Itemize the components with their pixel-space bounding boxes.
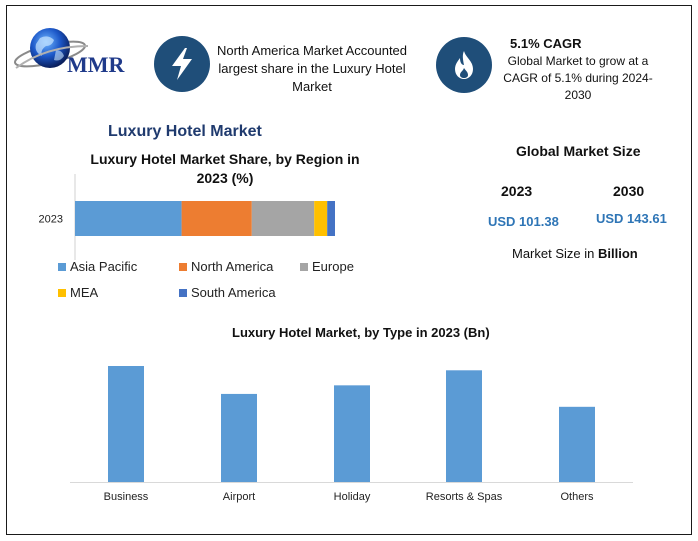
- type-bar-chart: Business Airport Holiday Resorts & Spas Othe…: [70, 366, 633, 503]
- legend-swatch-north-america: [179, 263, 187, 271]
- type-bar-business: [108, 366, 144, 482]
- type-bar-resorts-spas: [446, 370, 482, 482]
- market-value-2030: USD 143.61: [596, 211, 667, 226]
- cagr-text: Global Market to grow at a CAGR of 5.1% …: [503, 54, 653, 102]
- unit-prefix: Market Size in: [512, 246, 595, 261]
- market-year-2023: 2023: [501, 183, 533, 199]
- infographic-frame: [6, 5, 692, 535]
- legend-swatch-south-america: [179, 289, 187, 297]
- region-bar-europe: [251, 201, 315, 236]
- legend-swatch-mea: [58, 289, 66, 297]
- legend-swatch-asia-pacific: [58, 263, 66, 271]
- legend-swatch-europe: [300, 263, 308, 271]
- legend-label-asia-pacific: Asia Pacific: [70, 259, 138, 274]
- type-bar-holiday: [334, 385, 370, 482]
- market-size-unit: Market Size in Billion: [512, 246, 638, 261]
- market-year-2030: 2030: [613, 183, 645, 199]
- type-bar-others: [559, 406, 595, 482]
- type-tick-airport: Airport: [223, 491, 255, 503]
- flame-icon: [436, 37, 492, 93]
- logo-text: MMR: [67, 52, 125, 77]
- legend-label-south-america: South America: [191, 285, 276, 300]
- legend-label-europe: Europe: [312, 259, 354, 274]
- region-category-label: 2023: [39, 214, 63, 226]
- legend-label-mea: MEA: [70, 285, 99, 300]
- region-bar-asia-pacific: [75, 201, 182, 236]
- main-title: Luxury Hotel Market: [108, 123, 262, 140]
- mmr-logo: [14, 28, 89, 69]
- type-bar-airport: [221, 393, 257, 482]
- type-tick-others: Others: [560, 491, 594, 503]
- unit-bold: Billion: [598, 246, 638, 261]
- market-size-title: Global Market Size: [516, 143, 641, 159]
- region-bar-north-america: [181, 201, 252, 236]
- type-tick-holiday: Holiday: [334, 491, 371, 503]
- region-share-chart: 2023 Asia Pacific North America Europe MEA So…: [39, 174, 354, 300]
- type-chart-title: Luxury Hotel Market, by Type in 2023 (Bn…: [232, 325, 490, 340]
- lightning-icon: [154, 36, 210, 92]
- region-bar-south-america: [327, 201, 335, 236]
- legend-label-north-america: North America: [191, 259, 274, 274]
- region-chart-title: Luxury Hotel Market Share, by Region in …: [90, 151, 360, 186]
- type-tick-resorts-spas: Resorts & Spas: [426, 491, 503, 503]
- north-america-highlight: North America Market Accounted largest s…: [216, 43, 408, 94]
- cagr-title: 5.1% CAGR: [510, 36, 582, 51]
- region-bar-mea: [314, 201, 328, 236]
- market-value-2023: USD 101.38: [488, 214, 559, 229]
- type-tick-business: Business: [104, 491, 149, 503]
